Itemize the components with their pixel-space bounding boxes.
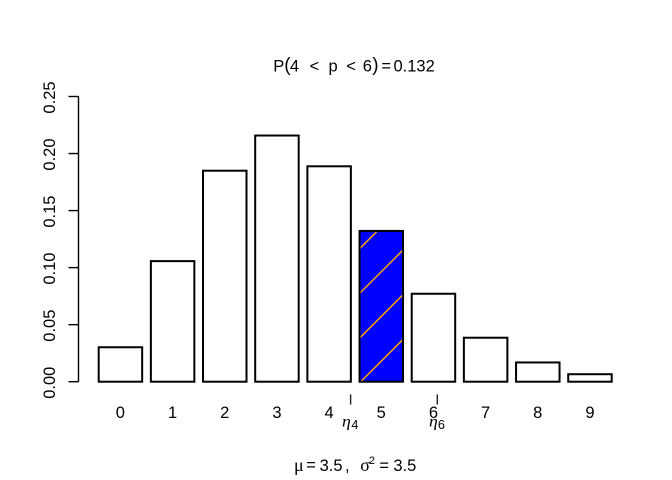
svg-text:<: <: [310, 58, 320, 76]
svg-text:0.20: 0.20: [41, 138, 59, 170]
svg-text:8: 8: [533, 404, 542, 422]
svg-text:2: 2: [369, 455, 375, 467]
svg-text:0.00: 0.00: [41, 367, 59, 399]
svg-text:1: 1: [168, 404, 177, 422]
svg-text:σ: σ: [360, 455, 370, 475]
svg-text:P: P: [273, 58, 284, 76]
svg-text:6: 6: [438, 418, 445, 432]
svg-text:=: =: [381, 58, 391, 76]
svg-text:6: 6: [429, 404, 438, 422]
svg-text:7: 7: [481, 404, 490, 422]
svg-text:=: =: [379, 457, 389, 475]
svg-text:η: η: [342, 413, 351, 430]
svg-text:3: 3: [272, 404, 281, 422]
svg-text:2: 2: [220, 404, 229, 422]
svg-text:0: 0: [116, 404, 125, 422]
svg-text:4: 4: [324, 404, 333, 422]
svg-text:0.132: 0.132: [394, 58, 435, 76]
svg-text:0.10: 0.10: [41, 253, 59, 285]
svg-text:=: =: [306, 456, 316, 474]
svg-text:0.15: 0.15: [41, 196, 59, 228]
svg-text:9: 9: [585, 404, 594, 422]
svg-text:5: 5: [377, 404, 386, 422]
svg-text:6: 6: [363, 58, 372, 76]
svg-text:,: ,: [345, 457, 350, 475]
svg-text:): ): [372, 55, 378, 76]
svg-text:0.05: 0.05: [41, 310, 59, 342]
svg-text:3.5: 3.5: [320, 457, 343, 475]
svg-text:η: η: [429, 413, 438, 430]
svg-text:4: 4: [351, 418, 358, 432]
svg-text:p: p: [329, 58, 338, 76]
svg-text:<: <: [346, 58, 356, 76]
svg-text:3.5: 3.5: [393, 457, 416, 475]
svg-text:4: 4: [290, 58, 299, 76]
svg-text:(: (: [284, 55, 291, 76]
svg-text:μ: μ: [294, 455, 304, 475]
svg-text:0.25: 0.25: [41, 81, 59, 113]
